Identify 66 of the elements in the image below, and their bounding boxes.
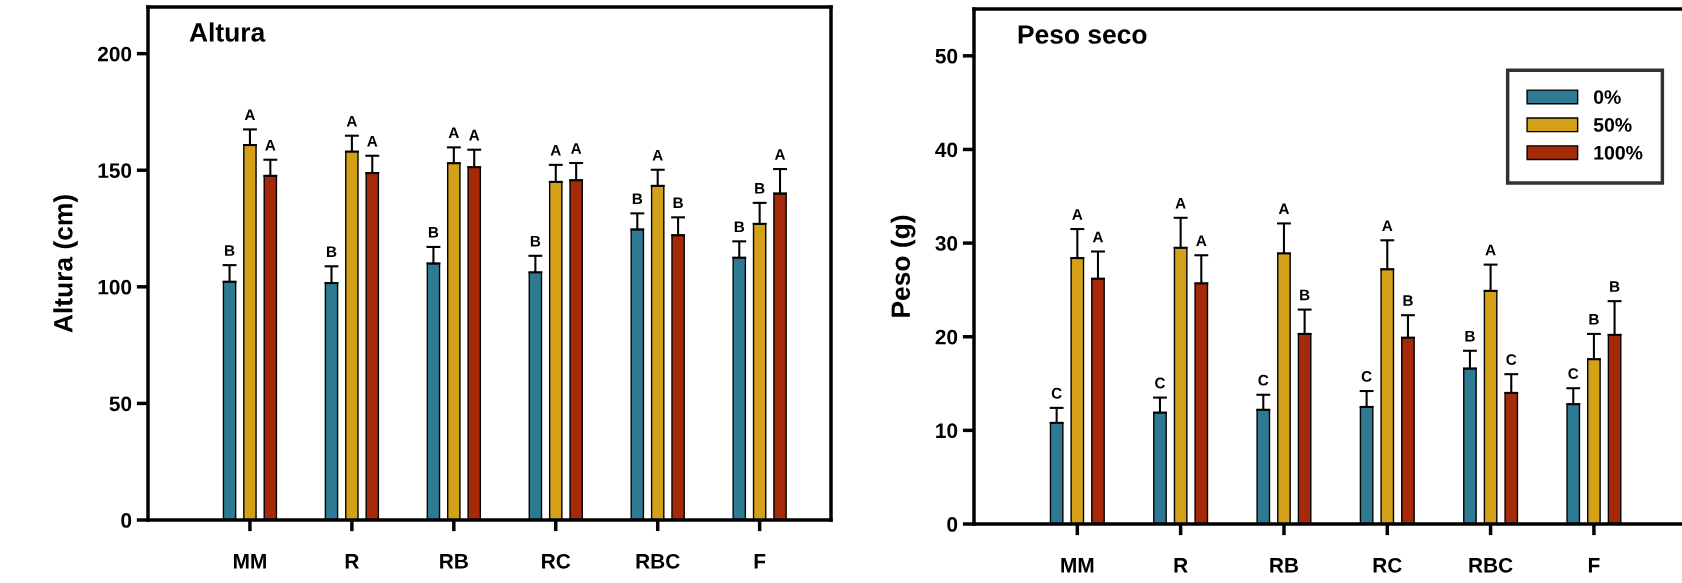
- data-label: A: [244, 109, 256, 121]
- x-tick-label: F: [1588, 558, 1600, 573]
- data-label: B: [1403, 295, 1413, 306]
- legend-label: 0%: [1593, 90, 1621, 104]
- data-label: B: [225, 245, 235, 256]
- y-tick-label: 0: [947, 517, 958, 532]
- data-label: A: [346, 115, 357, 127]
- data-label: B: [734, 221, 745, 233]
- y-tick-label: 200: [97, 46, 132, 62]
- y-tick-label: 10: [936, 423, 958, 439]
- x-tick-label: F: [754, 554, 766, 569]
- data-label: A: [1196, 235, 1207, 246]
- x-tick-label: RB: [1270, 558, 1299, 573]
- data-label: A: [652, 149, 663, 161]
- data-label: A: [1072, 209, 1083, 220]
- data-label: A: [1485, 244, 1496, 256]
- data-label: C: [1051, 387, 1062, 399]
- legend-label: 100%: [1594, 145, 1643, 160]
- x-tick-label: RC: [1373, 557, 1402, 573]
- data-label: B: [1300, 289, 1310, 301]
- y-tick-label: 30: [935, 236, 958, 251]
- y-tick-label: 150: [98, 163, 132, 178]
- y-axis-title: Peso (g): [890, 215, 916, 317]
- data-label: A: [469, 129, 480, 141]
- y-tick-label: 40: [935, 142, 958, 158]
- data-label: B: [673, 197, 683, 208]
- data-label: C: [1361, 371, 1372, 382]
- data-label: A: [571, 143, 582, 154]
- y-axis-title: Altura (cm): [53, 195, 78, 333]
- y-tick-label: 0: [121, 513, 132, 528]
- data-label: A: [1092, 231, 1104, 243]
- x-tick-label: RC: [542, 553, 571, 569]
- x-tick-label: MM: [233, 554, 266, 569]
- x-tick-label: RBC: [636, 553, 680, 569]
- data-label: B: [632, 193, 643, 205]
- data-label: B: [755, 183, 765, 194]
- x-tick-label: RBC: [1469, 557, 1513, 573]
- data-label: A: [367, 135, 378, 147]
- data-label: C: [1506, 354, 1517, 365]
- legend-label: 50%: [1593, 118, 1632, 132]
- y-tick-label: 50: [109, 396, 132, 412]
- data-label: A: [265, 139, 276, 151]
- data-label: A: [1278, 203, 1290, 215]
- data-label: B: [1610, 281, 1620, 292]
- data-label: C: [1258, 374, 1269, 386]
- data-label: B: [1589, 314, 1599, 325]
- data-label: A: [1382, 220, 1393, 231]
- x-tick-label: MM: [1061, 558, 1094, 573]
- y-tick-label: 20: [935, 329, 958, 345]
- data-label: C: [1568, 368, 1579, 380]
- data-label: B: [428, 227, 439, 238]
- x-tick-label: R: [345, 554, 359, 569]
- data-label: B: [1465, 330, 1475, 342]
- data-label: B: [530, 235, 541, 247]
- data-label: A: [448, 127, 459, 139]
- x-tick-label: RB: [440, 554, 468, 569]
- x-tick-label: R: [1174, 558, 1188, 573]
- data-label: B: [327, 246, 337, 257]
- data-label: A: [1175, 197, 1186, 209]
- data-label: A: [550, 145, 561, 156]
- data-label: A: [774, 149, 786, 160]
- y-tick-label: 100: [98, 279, 132, 295]
- chart-title: Peso seco: [1018, 25, 1147, 44]
- data-label: C: [1155, 377, 1166, 389]
- y-tick-label: 50: [935, 48, 958, 64]
- chart-title: Altura: [189, 22, 266, 42]
